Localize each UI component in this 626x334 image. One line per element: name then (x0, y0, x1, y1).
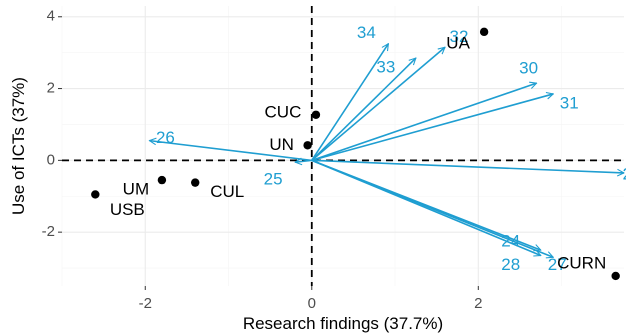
y-tick-label: -2 (42, 223, 55, 240)
x-tick-label: -2 (139, 295, 152, 312)
point-um (157, 175, 167, 185)
point-curn (611, 271, 620, 281)
point-label-cuc: CUC (265, 102, 302, 121)
point-un (303, 141, 312, 150)
arrow-label-28: 28 (501, 255, 520, 274)
observation-points: UA CUC UN UM CUL USB CURN (91, 27, 620, 281)
loading-arrows: 3433323031262529242827 (149, 23, 626, 274)
point-label-um: UM (123, 180, 149, 199)
y-tick-label: 0 (47, 151, 55, 168)
arrow-25 (295, 160, 312, 162)
arrow-33 (311, 58, 416, 161)
arrow-32 (311, 47, 445, 161)
point-label-usb: USB (110, 200, 145, 219)
y-tick-label: 2 (47, 80, 55, 97)
point-label-ua: UA (446, 33, 470, 52)
arrow-label-25: 25 (264, 170, 283, 189)
x-tick-label: 0 (308, 295, 316, 312)
point-label-cul: CUL (210, 182, 244, 201)
point-ua (479, 27, 489, 37)
arrow-label-32: 32 (450, 27, 469, 46)
y-tick-label: 4 (47, 8, 55, 25)
arrow-label-27: 27 (548, 255, 567, 274)
reference-lines (62, 6, 624, 286)
y-axis-title: Use of ICTs (37%) (9, 77, 28, 215)
arrow-30 (311, 83, 537, 162)
arrow-label-29: 29 (623, 164, 626, 183)
arrow-label-30: 30 (519, 59, 538, 78)
arrow-27 (311, 159, 553, 257)
arrow-label-33: 33 (376, 58, 395, 77)
point-label-curn: CURN (557, 253, 606, 272)
arrow-label-31: 31 (560, 93, 579, 112)
grid (61, 6, 624, 286)
point-cul (191, 178, 200, 187)
arrow-29 (311, 159, 624, 173)
arrow-label-34: 34 (357, 23, 376, 42)
x-tick-label: 2 (474, 295, 482, 312)
arrow-31 (311, 94, 553, 162)
arrow-label-26: 26 (156, 128, 175, 147)
point-usb (91, 190, 100, 199)
arrow-34 (311, 44, 390, 161)
arrow-26 (149, 141, 312, 162)
point-label-un: UN (269, 135, 294, 154)
axis-ticks: -2 0 2 -2 0 2 4 (42, 8, 483, 312)
point-cuc (311, 110, 321, 119)
x-axis-title: Research findings (37.7%) (243, 314, 443, 333)
